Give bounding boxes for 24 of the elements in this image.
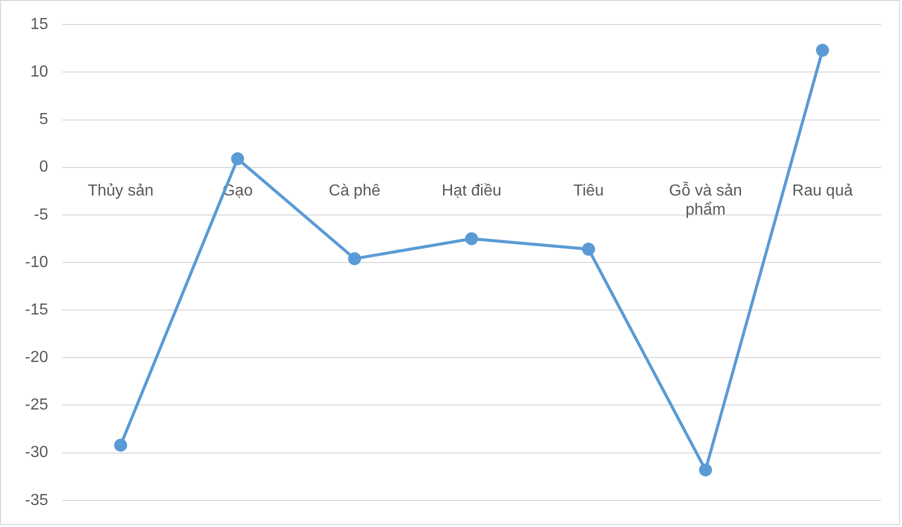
x-tick-label: Tiêu <box>573 182 604 200</box>
y-tick-label: -20 <box>25 349 48 366</box>
point <box>816 44 830 57</box>
y-tick-label: 15 <box>30 16 48 34</box>
point <box>114 438 128 452</box>
y-tick-label: -5 <box>34 206 48 224</box>
y-tick-label: 5 <box>39 111 48 128</box>
y-tick-label: -25 <box>25 396 48 414</box>
y-tick-label: 0 <box>39 158 48 176</box>
point <box>465 232 478 246</box>
point <box>231 152 244 166</box>
x-tick-label: Thủy sản <box>88 182 154 200</box>
x-tick-label: Hạt điều <box>442 182 502 200</box>
y-tick-label: -30 <box>25 444 48 462</box>
point <box>348 252 362 266</box>
x-tick-label: Gỗ và sản phẩm <box>669 181 742 219</box>
x-tick-label: Rau quả <box>792 182 853 200</box>
y-tick-label: 10 <box>30 64 48 81</box>
y-tick-label: -15 <box>25 301 48 318</box>
point <box>699 463 712 476</box>
y-tick-label: -10 <box>25 254 48 271</box>
point <box>582 242 596 256</box>
y-tick-label: -35 <box>25 492 48 509</box>
x-tick-label: Cà phê <box>328 182 380 200</box>
